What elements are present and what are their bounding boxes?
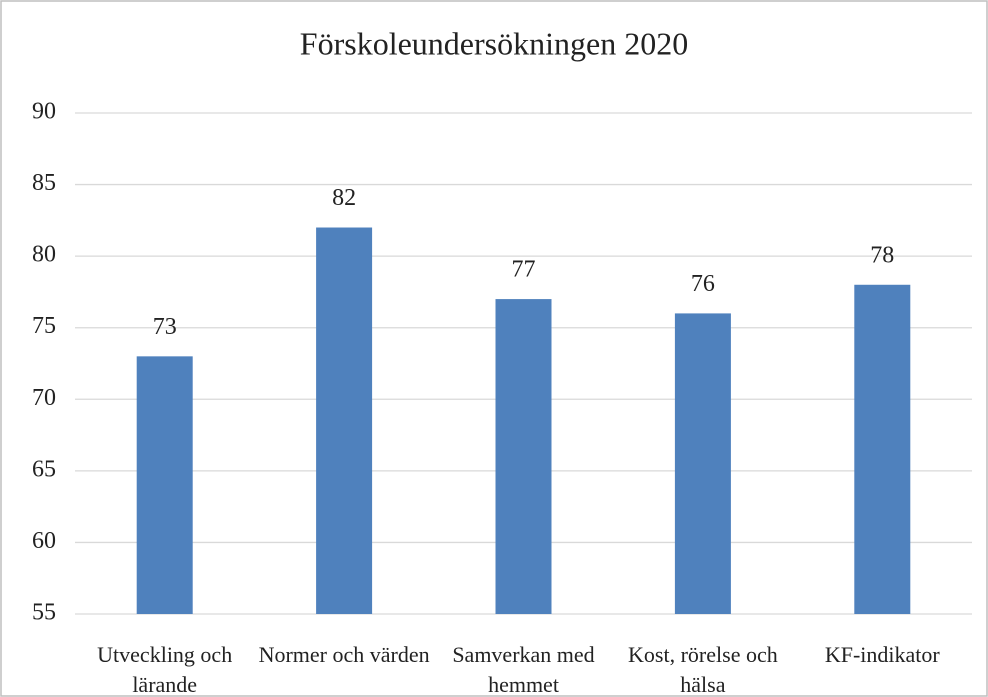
y-tick-label: 75 bbox=[32, 313, 56, 339]
bar bbox=[136, 356, 193, 614]
data-label: 73 bbox=[153, 314, 177, 340]
bar bbox=[854, 284, 911, 614]
y-tick-label: 55 bbox=[32, 600, 56, 626]
x-tick-label: Utveckling och lärande bbox=[97, 642, 233, 697]
y-tick-label: 65 bbox=[32, 456, 56, 482]
data-label: 78 bbox=[870, 242, 894, 268]
bar bbox=[674, 313, 731, 614]
chart-title: Förskoleundersökningen 2020 bbox=[300, 25, 688, 61]
bar bbox=[495, 299, 552, 614]
x-tick-label: Normer och värden bbox=[258, 642, 430, 667]
y-tick-label: 70 bbox=[32, 385, 56, 411]
data-label: 82 bbox=[332, 185, 356, 211]
data-label: 76 bbox=[691, 271, 715, 297]
y-tick-label: 90 bbox=[32, 99, 56, 125]
data-label: 77 bbox=[512, 257, 536, 283]
bar bbox=[316, 227, 373, 614]
x-tick-label: Kost, rörelse och hälsa bbox=[628, 642, 778, 697]
x-tick-label: Samverkan med hemmet bbox=[452, 642, 595, 697]
y-tick-label: 60 bbox=[32, 528, 56, 554]
y-tick-label: 85 bbox=[32, 170, 56, 196]
x-tick-label: KF-indikator bbox=[824, 642, 940, 667]
y-tick-label: 80 bbox=[32, 242, 56, 268]
